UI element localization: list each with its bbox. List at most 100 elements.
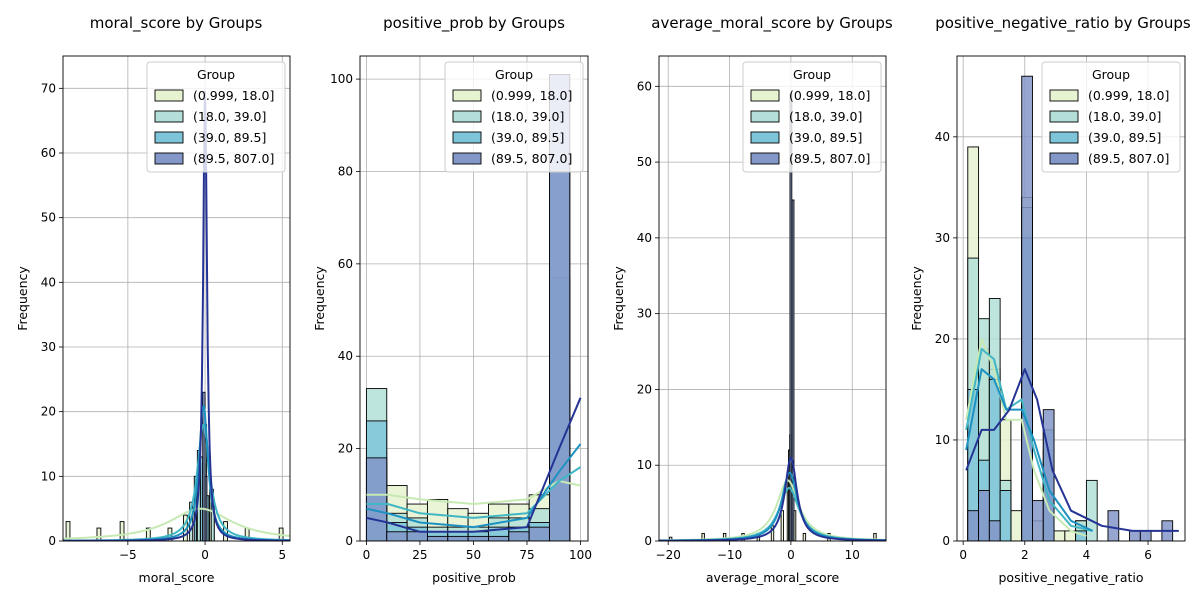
legend-swatch <box>750 152 780 165</box>
y-tick-label: 60 <box>338 257 353 271</box>
histogram-bar <box>406 531 428 541</box>
legend-box <box>742 61 882 173</box>
histogram-bar <box>873 532 877 541</box>
x-tick-label: 0 <box>201 548 209 562</box>
y-tick-label: 0 <box>644 534 652 548</box>
y-tick-label: 70 <box>41 81 56 95</box>
legend-entry-label: (39.0, 89.5] <box>193 130 266 145</box>
axes-frame <box>658 55 887 542</box>
y-tick-label: 30 <box>637 307 652 321</box>
kde-lines <box>659 456 886 541</box>
x-axis-label: moral_score <box>139 570 215 585</box>
y-axis-label: Frequency <box>312 266 327 331</box>
x-tick-label: 2 <box>1021 548 1029 562</box>
subplot-2: 0 25 50 75 100 0 20 40 60 80 100 positive_prob by G… <box>312 14 592 585</box>
x-tick-label: 0 <box>363 548 371 562</box>
x-tick-label: 0 <box>959 548 967 562</box>
legend: Group (0.999, 18.0] (18.0, 39.0] (39.0, 89.… <box>146 61 286 173</box>
chart-title: positive_prob by Groups <box>383 14 565 33</box>
axes-frame <box>62 55 291 542</box>
x-tick-label: 75 <box>519 548 534 562</box>
histogram-bar <box>1010 510 1023 541</box>
legend-box <box>444 61 584 173</box>
histogram-bar <box>988 520 1001 541</box>
histogram-bar <box>668 536 673 541</box>
histogram-bar <box>202 391 206 541</box>
legend-entry-label: (89.5, 807.0] <box>789 151 870 166</box>
tick-labels: −20 −10 0 10 0 10 20 30 40 50 60 <box>637 79 860 562</box>
x-tick-label: 6 <box>1144 548 1152 562</box>
subplot-3: −20 −10 0 10 0 10 20 30 40 50 60 average_moral_scor… <box>611 14 893 585</box>
x-tick-label: 4 <box>1083 548 1091 562</box>
tick-labels: 0 2 4 6 0 10 20 30 40 <box>935 130 1152 562</box>
legend-swatch <box>452 110 482 123</box>
y-axis-label: Frequency <box>15 266 30 331</box>
histogram-bar <box>791 199 795 541</box>
histogram-bar <box>1053 530 1066 541</box>
chart-title: average_moral_score by Groups <box>651 14 893 33</box>
y-tick-label: 40 <box>935 130 950 144</box>
histogram-bar <box>467 535 489 541</box>
histogram-bar <box>1107 510 1120 541</box>
kde-lines <box>965 337 1179 537</box>
y-tick-label: 10 <box>637 458 652 472</box>
axes-frame <box>956 55 1186 542</box>
histogram-bar <box>722 532 727 541</box>
kde-line-group-1 <box>63 507 290 540</box>
legend-swatch <box>1049 131 1079 144</box>
legend-swatch <box>154 110 184 123</box>
legend-entry-label: (18.0, 39.0] <box>491 109 564 124</box>
legend-title: Group <box>197 67 235 82</box>
histogram-bar <box>1139 530 1152 541</box>
legend-title: Group <box>1092 67 1130 82</box>
x-tick-label: 0 <box>787 548 795 562</box>
x-tick-label: −10 <box>717 548 742 562</box>
legend-entry-label: (89.5, 807.0] <box>193 151 274 166</box>
legend-entry-label: (39.0, 89.5] <box>1088 130 1161 145</box>
x-tick-label: −20 <box>656 548 681 562</box>
x-axis-label: positive_negative_ratio <box>998 570 1143 585</box>
chart-title: moral_score by Groups <box>90 14 263 33</box>
legend-swatch <box>452 131 482 144</box>
subplot-4: 0 2 4 6 0 10 20 30 40 positive_negative_ratio by … <box>909 14 1191 585</box>
histogram-bar <box>780 510 784 541</box>
legend-box <box>146 61 286 173</box>
kde-line-group-4 <box>659 456 886 541</box>
axes-frame <box>359 55 589 542</box>
x-axis-label: average_moral_score <box>706 570 840 585</box>
y-tick-label: 20 <box>935 332 950 346</box>
legend-entry-label: (89.5, 807.0] <box>491 151 572 166</box>
legend-entry-label: (0.999, 18.0] <box>1088 88 1169 103</box>
bars <box>365 74 571 541</box>
x-tick-label: 5 <box>278 548 286 562</box>
y-axis-label: Frequency <box>909 266 924 331</box>
histogram-bar <box>988 378 1001 541</box>
legend-entry-label: (18.0, 39.0] <box>193 109 266 124</box>
histogram-bar <box>119 521 125 541</box>
legend-swatch <box>1049 89 1079 102</box>
histogram-bar <box>96 527 102 541</box>
kde-line-group-4 <box>366 397 582 533</box>
y-tick-label: 60 <box>637 79 652 93</box>
legend-entry-label: (89.5, 807.0] <box>1088 151 1169 166</box>
legend-title: Group <box>793 67 831 82</box>
legend-entry-label: (18.0, 39.0] <box>789 109 862 124</box>
histogram-bar <box>488 535 510 541</box>
histogram-bar <box>1085 479 1098 541</box>
y-tick-label: 10 <box>935 433 950 447</box>
legend-entry-label: (0.999, 18.0] <box>789 88 870 103</box>
x-tick-label: 100 <box>569 548 592 562</box>
y-tick-label: 50 <box>41 211 56 225</box>
y-tick-label: 20 <box>637 382 652 396</box>
y-tick-label: 40 <box>41 275 56 289</box>
histogram-bar <box>1032 500 1044 541</box>
histogram-bar <box>447 535 469 541</box>
legend-swatch <box>1049 152 1079 165</box>
y-tick-label: 0 <box>48 534 56 548</box>
legend-entry-label: (18.0, 39.0] <box>1088 109 1161 124</box>
histogram-bar <box>426 535 449 541</box>
histogram-bar <box>978 490 990 541</box>
legend-swatch <box>452 89 482 102</box>
legend-entry-label: (0.999, 18.0] <box>491 88 572 103</box>
